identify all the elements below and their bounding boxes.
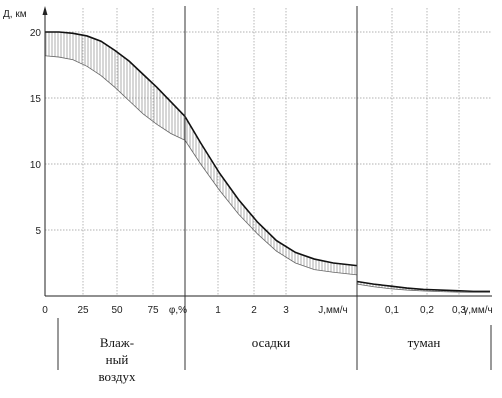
x-tick-label: 0,2 [420, 305, 434, 316]
upper-curve-rain [184, 116, 358, 267]
band-air [45, 32, 185, 141]
x-tick-label: 50 [111, 305, 123, 316]
x-tick-label: 0,1 [385, 305, 399, 316]
axes [42, 6, 492, 370]
grid [44, 8, 492, 296]
section-caption: ный [106, 352, 129, 367]
x-tick-label: 1 [215, 305, 221, 316]
y-axis-label: Д, км [3, 9, 27, 20]
y-tick-label: 5 [35, 226, 41, 237]
x-tick-label: 75 [147, 305, 159, 316]
section-caption: туман [408, 335, 441, 350]
lower-curve-air [44, 55, 186, 141]
lower-curve-rain [184, 140, 358, 276]
x-axis-label: φ,% [169, 305, 187, 316]
section-caption: воздух [98, 369, 136, 384]
section-caption: Влаж- [100, 335, 134, 350]
x-tick-label: 25 [77, 305, 89, 316]
y-tick-label: 15 [30, 94, 42, 105]
x-tick-label: 2 [251, 305, 257, 316]
x-axis-label: γ,мм/ч [463, 305, 493, 316]
x-tick-label: 0,3 [452, 305, 466, 316]
labels: Д, км 5 10 15 20 0 25 50 75 φ,% Влаж-ный воздух 1 2 3… [3, 9, 493, 384]
y-tick-label: 10 [30, 160, 42, 171]
range-bands [44, 31, 490, 293]
band-rain [185, 116, 357, 275]
y-axis-arrow [42, 6, 48, 15]
y-tick-label: 20 [30, 28, 42, 39]
x-axis-label: J,мм/ч [318, 305, 348, 316]
x-tick-label: 0 [42, 305, 48, 316]
upper-curve-fog [356, 280, 490, 293]
upper-curve-air [45, 31, 186, 118]
section-caption: осадки [252, 335, 290, 350]
lower-curve-fog [356, 283, 490, 293]
x-tick-label: 3 [283, 305, 289, 316]
